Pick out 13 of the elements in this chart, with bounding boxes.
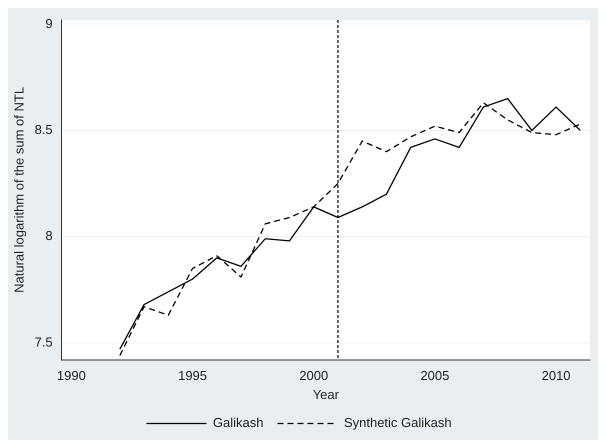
y-tick-label: 8 bbox=[45, 228, 53, 244]
legend-label: Galikash bbox=[212, 415, 264, 430]
y-tick-label: 9 bbox=[45, 16, 53, 31]
x-tick-label: 1990 bbox=[56, 368, 86, 384]
y-tick-label: 8.5 bbox=[34, 122, 53, 138]
x-tick-label: 1995 bbox=[178, 368, 208, 384]
x-tick-label: 2005 bbox=[420, 368, 450, 384]
y-tick-label: 7.5 bbox=[34, 334, 53, 350]
x-tick-label: 2010 bbox=[542, 368, 571, 384]
legend-label: Synthetic Galikash bbox=[344, 415, 452, 430]
x-tick-label: 2000 bbox=[299, 368, 328, 384]
x-axis-title: Year bbox=[312, 386, 340, 402]
y-axis-title: Natural logarithm of the sum of NTL bbox=[11, 86, 26, 293]
